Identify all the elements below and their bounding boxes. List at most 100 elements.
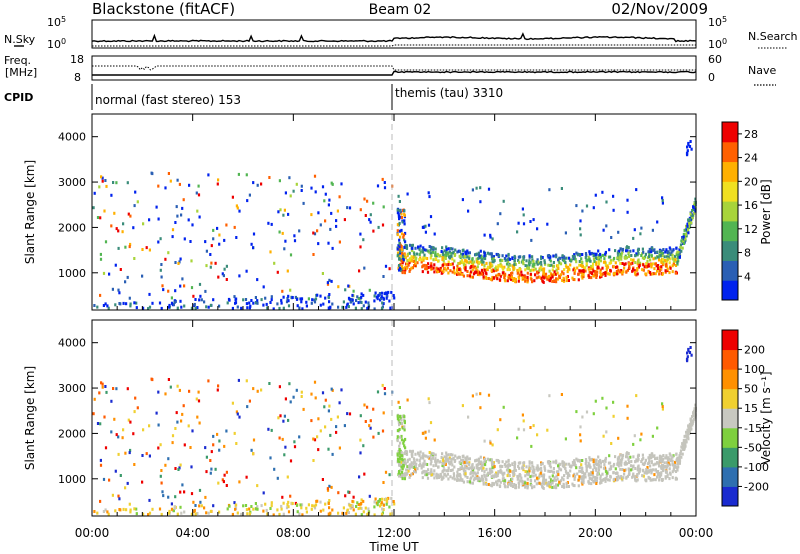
power-cell (539, 265, 542, 269)
power-cell (555, 280, 558, 284)
power-cell (299, 297, 302, 301)
power-cell (511, 271, 514, 275)
power-cell (547, 255, 550, 259)
power-cell (595, 262, 598, 266)
velocity-cell (540, 469, 543, 473)
velocity-cell (114, 469, 117, 473)
power-cell (160, 275, 163, 279)
power-cell (314, 190, 317, 194)
power-cell (99, 293, 102, 297)
power-cell (615, 269, 618, 273)
power-cell (270, 295, 273, 299)
power-cell (571, 276, 574, 280)
power-cell (323, 199, 326, 203)
power-cell (684, 232, 687, 236)
velocity-cell (443, 461, 446, 465)
velocity-cell (456, 476, 459, 480)
velocity-cell (612, 400, 615, 404)
velocity-cell (635, 458, 638, 462)
velocity-cell (631, 475, 634, 479)
power-cell (662, 262, 665, 266)
nave-line (92, 70, 697, 76)
velocity-cell (323, 405, 326, 409)
power-cell (401, 271, 404, 275)
power-cell (400, 232, 404, 236)
velocity-cell (620, 463, 623, 467)
power-cell (464, 268, 467, 272)
velocity-cell (429, 470, 432, 474)
power-cell (545, 275, 548, 279)
velocity-cell (401, 464, 405, 467)
velocity-cell (680, 455, 683, 459)
velocity-cell (245, 379, 248, 383)
velocity-cell (381, 497, 384, 501)
velocity-cell (494, 473, 497, 477)
power-cell (148, 292, 151, 296)
power-cell (651, 228, 654, 232)
velocity-cell (624, 468, 627, 472)
velocity-cell (316, 435, 319, 439)
velocity-cell (418, 464, 421, 468)
power-cell (522, 222, 526, 226)
power-cell (296, 304, 299, 308)
velocity-cell (522, 480, 525, 484)
velocity-cell (536, 468, 539, 472)
power-cell (108, 272, 111, 276)
power-cell (522, 262, 525, 266)
velocity-cell (447, 469, 450, 472)
power-cell (151, 172, 154, 176)
power-cell (575, 204, 578, 208)
velocity-cell (225, 429, 228, 433)
velocity-cell (111, 493, 114, 497)
velocity-cell (434, 453, 437, 457)
velocity-cell (289, 400, 292, 404)
velocity-cell (661, 478, 664, 481)
velocity-cell (234, 507, 237, 511)
power-cell (661, 201, 664, 205)
velocity-cell (555, 459, 558, 463)
power-cell (677, 253, 680, 257)
velocity-cell (112, 387, 115, 390)
power-cell (555, 253, 558, 257)
power-cell (618, 255, 621, 259)
velocity-cell (321, 391, 325, 395)
power-cell (380, 297, 383, 300)
power-cell (516, 230, 519, 234)
power-cell (168, 303, 171, 307)
velocity-cell (133, 410, 136, 414)
power-cell (115, 181, 118, 185)
velocity-cell (385, 502, 388, 506)
n-sky-panel: N.Sky 105 100 105 100 N.Search (4, 15, 798, 51)
power-cell (561, 254, 564, 258)
velocity-cell (364, 506, 367, 510)
power-cell (483, 253, 486, 257)
power-cell (396, 208, 399, 212)
power-cell (536, 227, 539, 231)
velocity-cell (236, 412, 239, 416)
power-cell (488, 252, 491, 256)
power-cell (141, 274, 144, 278)
velocity-cell (483, 457, 486, 461)
velocity-cell (511, 485, 514, 488)
power-cell (654, 262, 657, 266)
power-cell (563, 268, 566, 272)
velocity-cell (425, 454, 428, 458)
power-cell (451, 270, 454, 274)
power-cell (129, 214, 132, 218)
velocity-cell (616, 478, 619, 482)
velocity-cell (443, 472, 446, 476)
power-cell (581, 264, 584, 268)
velocity-cell (616, 462, 619, 466)
velocity-cell (282, 419, 285, 423)
velocity-cell (507, 471, 510, 475)
velocity-cell (625, 462, 629, 466)
power-cell (110, 193, 113, 197)
power-cell (660, 265, 663, 269)
velocity-cell (101, 385, 104, 389)
power-cell (505, 254, 508, 258)
velocity-cell (435, 474, 438, 478)
power-cell (637, 247, 640, 251)
velocity-cell (402, 461, 405, 465)
power-cell (601, 272, 604, 276)
